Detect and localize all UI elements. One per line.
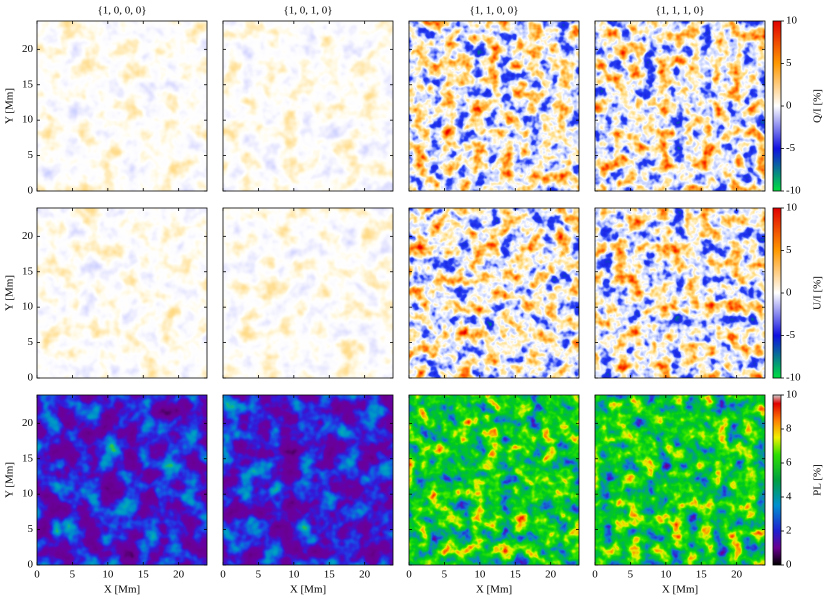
panel-frame: [222, 394, 394, 566]
x-tick-label: 5: [256, 569, 262, 581]
x-tick-label: 5: [628, 569, 634, 581]
x-tick-label: 20: [731, 569, 743, 581]
y-tick-label: 20: [22, 230, 34, 242]
colorbar-tick-label: 10: [786, 15, 798, 27]
y-tick-label: 20: [22, 417, 34, 429]
panel-frame: [408, 207, 580, 379]
colorbar-tick-label: 4: [786, 491, 792, 503]
panel-frame: [36, 394, 208, 566]
map-image: [37, 208, 207, 378]
panel-frame: [408, 20, 580, 192]
y-tick-label: 15: [22, 78, 34, 90]
x-tick-label: 10: [288, 569, 300, 581]
map-image: [409, 21, 579, 191]
y-tick-label: 5: [28, 523, 34, 535]
map-image: [409, 208, 579, 378]
y-axis-label: Y [Mm]: [4, 275, 16, 311]
panel-frame: [594, 394, 766, 566]
map-image: [223, 208, 393, 378]
x-tick-label: 0: [592, 569, 598, 581]
colorbar-tick-label: -5: [786, 329, 796, 341]
x-tick-label: 0: [34, 569, 40, 581]
y-tick-label: 5: [28, 149, 34, 161]
x-tick-label: 0: [220, 569, 226, 581]
column-title: {1, 0, 0, 0}: [97, 5, 146, 17]
panel-frame: [222, 207, 394, 379]
colorbar: [773, 208, 781, 378]
x-tick-label: 10: [102, 569, 114, 581]
y-tick-label: 20: [22, 43, 34, 55]
x-tick-label: 20: [359, 569, 371, 581]
panel-frame: [222, 20, 394, 192]
map-image: [595, 208, 765, 378]
column-title: {1, 1, 1, 0}: [655, 5, 704, 17]
colorbar-tick-label: 5: [786, 244, 792, 256]
x-tick-label: 15: [696, 569, 708, 581]
panel-frame: [36, 207, 208, 379]
colorbar-label: Q/I [%]: [812, 89, 824, 123]
panel-frame: [594, 20, 766, 192]
map-image: [595, 395, 765, 565]
panel-frame: [36, 20, 208, 192]
column-title: {1, 1, 0, 0}: [469, 5, 518, 17]
y-tick-label: 5: [28, 336, 34, 348]
map-image: [37, 395, 207, 565]
x-tick-label: 10: [474, 569, 486, 581]
y-tick-label: 15: [22, 452, 34, 464]
column-title: {1, 0, 1, 0}: [283, 5, 332, 17]
y-tick-label: 0: [28, 559, 34, 571]
panel-frame: [594, 207, 766, 379]
map-image: [223, 395, 393, 565]
x-tick-label: 5: [442, 569, 448, 581]
x-tick-label: 15: [324, 569, 336, 581]
map-image: [223, 21, 393, 191]
colorbar-tick-label: 5: [786, 57, 792, 69]
x-tick-label: 15: [510, 569, 522, 581]
x-tick-label: 10: [660, 569, 672, 581]
colorbar-frame: [772, 394, 782, 566]
y-tick-label: 10: [22, 114, 34, 126]
colorbar-tick-label: 8: [786, 423, 792, 435]
colorbar-tick-label: 10: [786, 202, 798, 214]
colorbar-tick-label: 0: [786, 287, 792, 299]
colorbar-tick-label: 10: [786, 389, 798, 401]
colorbar-tick-label: -5: [786, 142, 796, 154]
colorbar-tick-label: -10: [786, 185, 801, 197]
x-axis-label: X [Mm]: [662, 584, 698, 596]
x-tick-label: 15: [138, 569, 150, 581]
colorbar-tick-label: 2: [786, 525, 792, 537]
colorbar-label: PL [%]: [812, 464, 824, 496]
colorbar-tick-label: 6: [786, 457, 792, 469]
map-image: [595, 21, 765, 191]
y-axis-label: Y [Mm]: [4, 462, 16, 498]
y-tick-label: 0: [28, 372, 34, 384]
y-axis-label: Y [Mm]: [4, 88, 16, 124]
x-axis-label: X [Mm]: [476, 584, 512, 596]
x-tick-label: 0: [406, 569, 412, 581]
map-image: [37, 21, 207, 191]
colorbar-tick-label: 0: [786, 100, 792, 112]
colorbar-tick-label: 0: [786, 559, 792, 571]
panel-frame: [408, 394, 580, 566]
x-tick-label: 20: [173, 569, 185, 581]
y-tick-label: 15: [22, 265, 34, 277]
x-axis-label: X [Mm]: [104, 584, 140, 596]
colorbar-tick-label: -10: [786, 372, 801, 384]
map-image: [409, 395, 579, 565]
colorbar: [773, 21, 781, 191]
x-axis-label: X [Mm]: [290, 584, 326, 596]
colorbar: [773, 395, 781, 565]
x-tick-label: 20: [545, 569, 557, 581]
colorbar-label: U/I [%]: [812, 276, 824, 310]
y-tick-label: 10: [22, 301, 34, 313]
y-tick-label: 0: [28, 185, 34, 197]
x-tick-label: 5: [70, 569, 76, 581]
y-tick-label: 10: [22, 488, 34, 500]
